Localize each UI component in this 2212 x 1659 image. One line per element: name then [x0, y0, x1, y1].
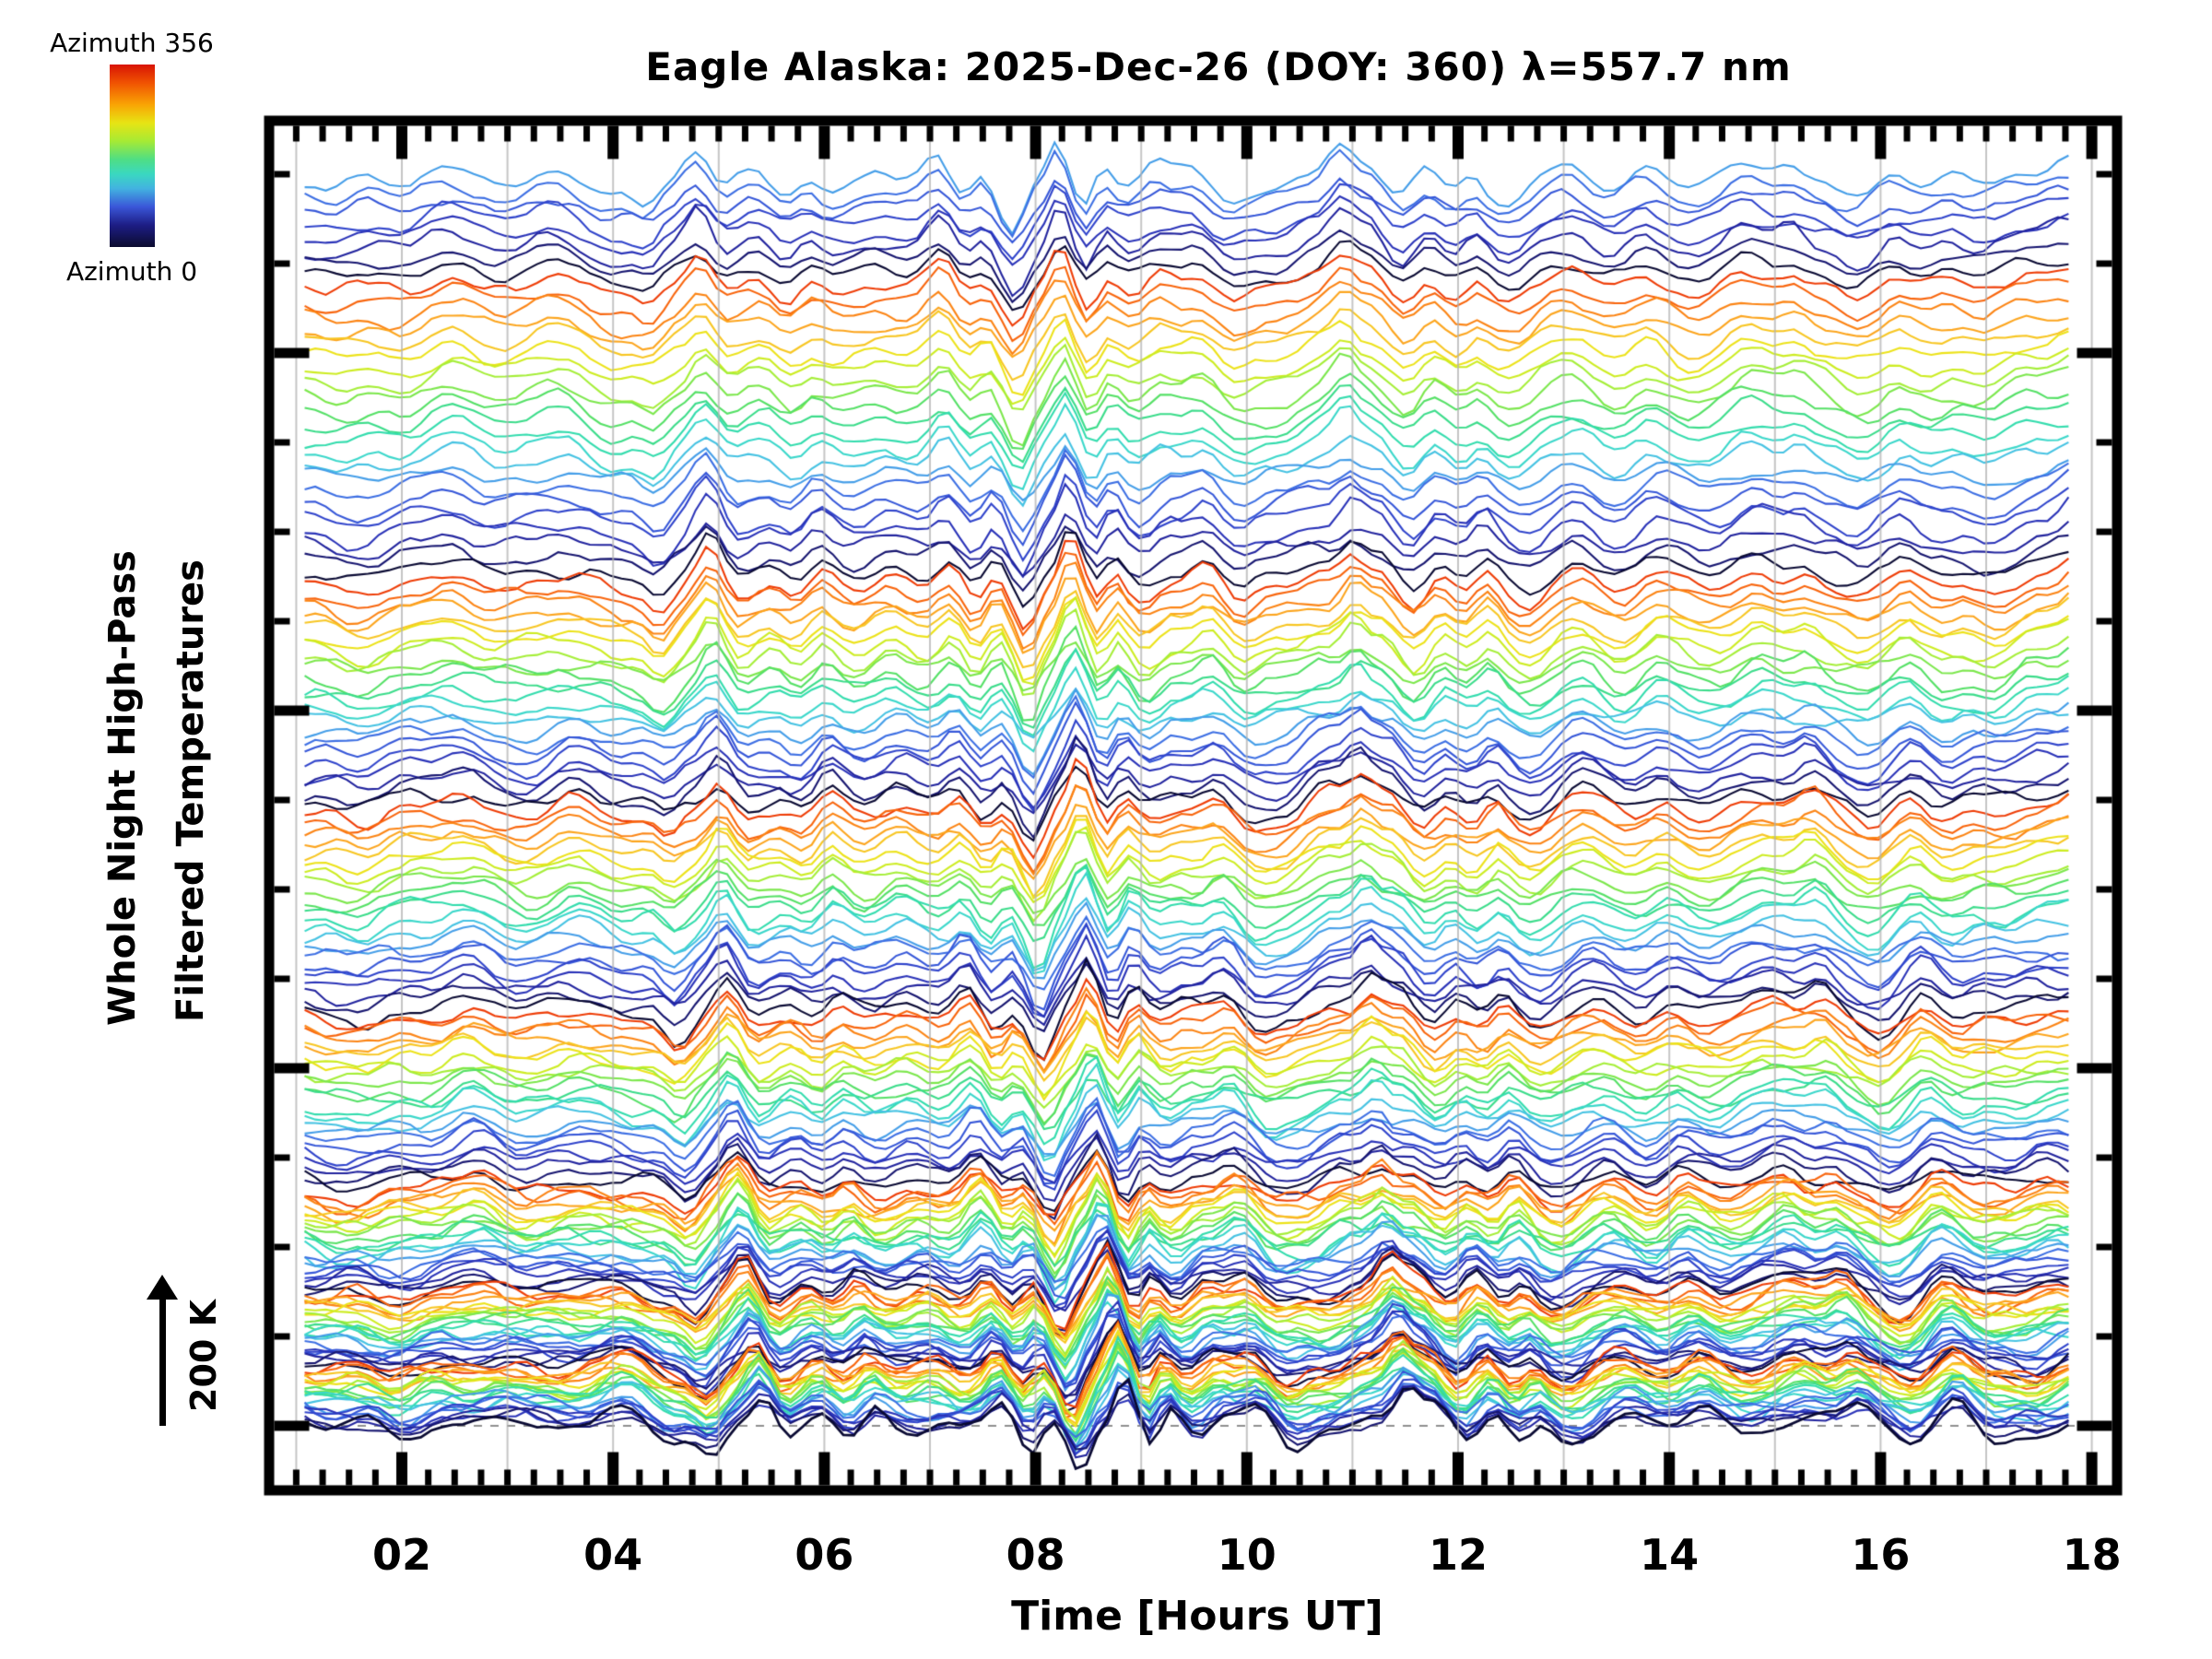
scale-bar-label: 200 K	[183, 1300, 224, 1412]
y-axis-label-line2: Filtered Temperatures	[170, 559, 212, 1022]
scale-arrow-shaft	[159, 1295, 166, 1426]
y-axis-label-line1: Whole Night High-Pass	[101, 550, 144, 1026]
x-axis-title: Time [Hours UT]	[1011, 1593, 1383, 1640]
x-tick-label: 08	[1006, 1530, 1065, 1580]
azimuth-colorbar	[110, 65, 155, 247]
x-tick-label: 12	[1428, 1530, 1488, 1580]
x-tick-label: 02	[371, 1530, 432, 1580]
arrow-up-icon	[147, 1275, 178, 1300]
x-tick-label: 04	[583, 1530, 643, 1580]
x-tick-label: 10	[1217, 1530, 1277, 1580]
colorbar-top-label: Azimuth 356	[50, 28, 214, 58]
chart-title: Eagle Alaska: 2025-Dec-26 (DOY: 360) λ=5…	[645, 44, 1792, 89]
x-tick-label: 14	[1640, 1530, 1700, 1580]
x-tick-label: 18	[2062, 1530, 2122, 1580]
x-tick-label: 06	[794, 1530, 854, 1580]
colorbar-bottom-label: Azimuth 0	[65, 256, 198, 287]
x-tick-label: 16	[1851, 1530, 1911, 1580]
